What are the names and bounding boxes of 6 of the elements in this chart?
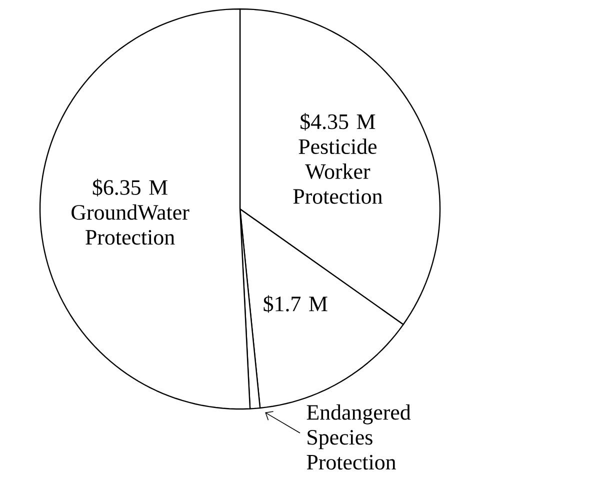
slice-label: Pesticide Worker Protection: [293, 138, 382, 204]
slice-label: GroundWater Protection: [72, 204, 190, 245]
data-label: $4.35 M: [300, 113, 376, 131]
data-label: $1.7 M: [264, 295, 328, 313]
data-label: $6.35 M: [92, 178, 168, 196]
legend-label: Endangered Species Protection: [306, 404, 411, 470]
